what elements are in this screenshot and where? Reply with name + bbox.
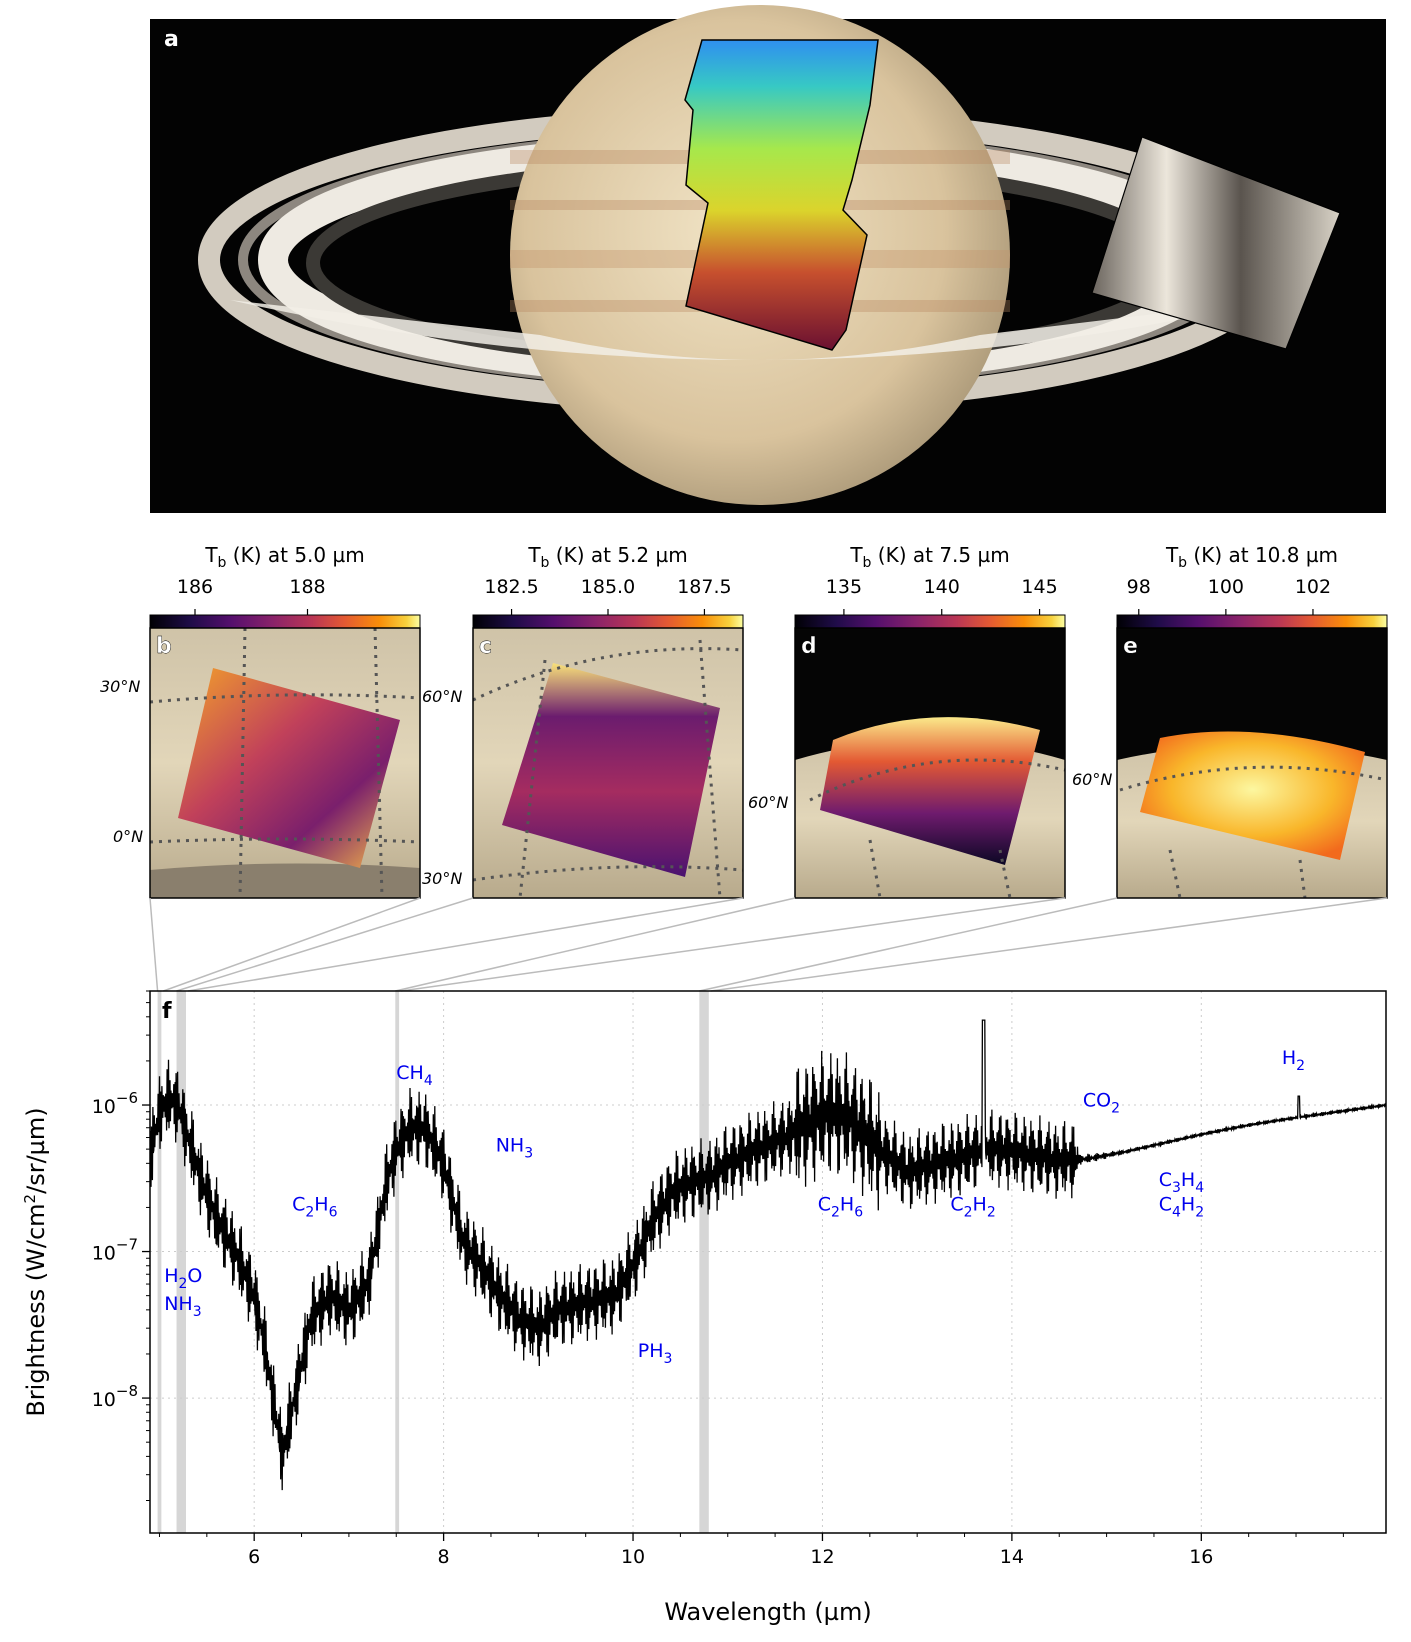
panel-f-letter: f (162, 999, 172, 1024)
latitude-label-d: 60°N (748, 793, 788, 812)
map-panel-e (1117, 628, 1388, 899)
map-panel-b (149, 627, 421, 899)
colorbar-tick-label-e: 100 (1208, 576, 1244, 598)
colorbar-title-c: Tb (K) at 5.2 µm (527, 543, 687, 571)
panel-letter-b: b (156, 634, 172, 659)
x-tick-label: 6 (248, 1546, 260, 1568)
colorbar-c (472, 614, 744, 629)
molecule-label: CH4 (396, 1062, 433, 1089)
x-tick-label: 14 (1000, 1546, 1024, 1568)
colorbar-tick-label-c: 187.5 (677, 576, 731, 598)
colorbar-tick-label-d: 135 (826, 576, 862, 598)
plot-frame (149, 990, 1387, 1534)
latitude-label-b: 30°N (100, 677, 140, 696)
y-tick-label: 10−7 (92, 1236, 138, 1265)
colorbar-title-b: Tb (K) at 5.0 µm (204, 543, 364, 571)
panel-a-letter: a (164, 27, 179, 52)
plot-grid (150, 991, 1386, 1533)
x-tick-label: 12 (810, 1546, 834, 1568)
saturn-image (150, 5, 1386, 513)
molecule-label: CO2 (1083, 1089, 1120, 1116)
colorbar-tick-label-d: 145 (1021, 576, 1057, 598)
molecule-label: C2H2 (950, 1194, 995, 1221)
molecule-label: PH3 (638, 1340, 673, 1367)
colorbar-title-d: Tb (K) at 7.5 µm (849, 543, 1009, 571)
panel-letter-c: c (479, 634, 492, 659)
molecule-label: NH3 (496, 1135, 533, 1162)
colorbar-d (794, 614, 1066, 629)
latitude-label-c: 30°N (422, 869, 462, 888)
x-tick-label: 10 (621, 1546, 645, 1568)
colorbar-title-e: Tb (K) at 10.8 µm (1165, 543, 1338, 571)
highlight-band (395, 991, 400, 1533)
connector-line (176, 897, 474, 992)
y-axis-ticks: 10−6 10−7 10−8 (92, 990, 150, 1501)
connector-line (699, 897, 1118, 992)
molecule-label: C2H6 (292, 1194, 338, 1221)
map-overlays: Tb (K) at 5.0 µm 186 188 b 30°N 0°N Tb (K) at … (100, 543, 1388, 899)
connector-line (163, 897, 421, 992)
map-frame-e (1116, 627, 1388, 899)
spectrum-curve (150, 1019, 1386, 1491)
map-frame-c (472, 627, 744, 899)
colorbar-b (149, 614, 421, 629)
x-axis-ticks: 6 8 10 12 14 16 (158, 1533, 1344, 1568)
colorbar-tick-label-b: 188 (289, 576, 325, 598)
colorbar-tick-label-c: 182.5 (484, 576, 538, 598)
colorbar-tick-label-c: 185.0 (581, 576, 635, 598)
latitude-label-b: 0°N (113, 827, 143, 846)
connector-line (400, 897, 1066, 992)
spectrum-plot: 6 8 10 12 14 16 10−610−710−8 H2ONH3C2H6CH4NH3… (21, 990, 1387, 1626)
map-frame-d (794, 627, 1066, 899)
y-axis-label: Brightness (W/cm2/sr/µm) (21, 1107, 50, 1416)
colorbar-e (1116, 614, 1388, 629)
molecule-label: H2O (164, 1265, 202, 1292)
latitude-label-e: 60°N (1072, 770, 1112, 789)
molecule-label: C2H6 (818, 1194, 864, 1221)
molecule-label: C3H4 (1159, 1169, 1205, 1196)
connector-line (149, 897, 159, 992)
colorbar-tick-label-e: 98 (1127, 576, 1151, 598)
highlight-band (699, 991, 709, 1533)
connector-line (187, 897, 744, 992)
map-frame-b (149, 627, 421, 899)
highlight-band (157, 991, 162, 1533)
colorbar-tick-label-d: 140 (924, 576, 960, 598)
connector-lines (149, 897, 1388, 992)
molecule-label: NH3 (164, 1293, 201, 1320)
x-tick-label: 16 (1189, 1546, 1213, 1568)
molecule-label: H2 (1282, 1047, 1305, 1074)
y-tick-label: 10−8 (92, 1382, 138, 1411)
map-panel-c (472, 628, 744, 899)
x-tick-label: 8 (438, 1546, 450, 1568)
colorbar-tick-label-b: 186 (177, 576, 213, 598)
panel-letter-e: e (1123, 634, 1138, 659)
map-panel-d (795, 628, 1066, 899)
molecule-label: C4H2 (1159, 1194, 1204, 1221)
panel-letter-d: d (801, 634, 817, 659)
x-axis-label: Wavelength (µm) (664, 1598, 871, 1626)
connector-line (710, 897, 1388, 992)
y-tick-label: 10−6 (92, 1089, 138, 1118)
latitude-label-c: 60°N (422, 687, 462, 706)
connector-line (395, 897, 796, 992)
highlight-bands (157, 991, 709, 1533)
colorbar-tick-label-e: 102 (1295, 576, 1331, 598)
highlight-band (176, 991, 186, 1533)
